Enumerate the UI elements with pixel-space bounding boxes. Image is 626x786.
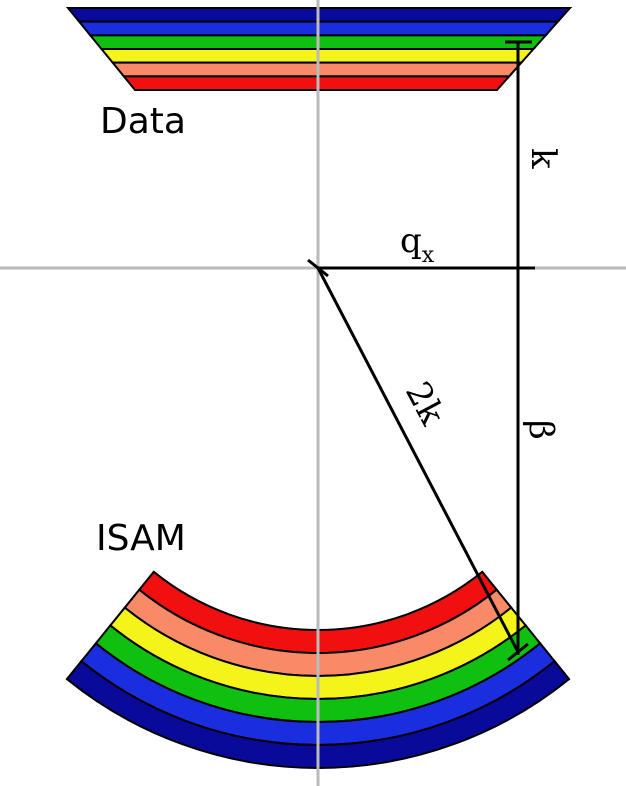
2k-label: 2k bbox=[397, 375, 452, 431]
isam-label: ISAM bbox=[96, 518, 186, 559]
isam-bands bbox=[65, 570, 571, 769]
construction-lines bbox=[307, 40, 535, 662]
subscript: x bbox=[422, 243, 435, 268]
beta-label: β bbox=[521, 420, 561, 440]
data-label: Data bbox=[100, 101, 186, 142]
k-label: k bbox=[523, 148, 563, 169]
q: q bbox=[400, 221, 422, 261]
qx-label: qx bbox=[400, 221, 435, 268]
band bbox=[65, 659, 571, 769]
